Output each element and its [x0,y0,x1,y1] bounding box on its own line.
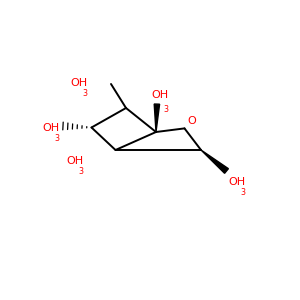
Text: 3: 3 [241,188,246,197]
Text: OH: OH [70,78,88,88]
Text: OH: OH [66,156,83,166]
Text: OH: OH [229,177,246,188]
Text: OH: OH [42,123,59,134]
Polygon shape [201,150,228,173]
Text: 3: 3 [164,105,169,114]
Text: 3: 3 [54,134,59,143]
Text: OH: OH [152,91,169,100]
Text: 3: 3 [82,88,88,98]
Text: O: O [188,116,196,126]
Text: 3: 3 [78,167,83,176]
Polygon shape [154,104,160,132]
